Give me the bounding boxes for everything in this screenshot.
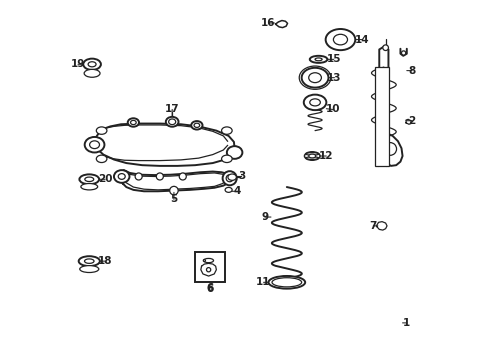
Ellipse shape [84, 137, 104, 153]
Circle shape [401, 51, 405, 55]
Bar [195, 252, 224, 282]
Ellipse shape [221, 155, 232, 162]
Circle shape [225, 175, 233, 182]
Ellipse shape [79, 174, 99, 184]
Ellipse shape [96, 127, 107, 134]
Circle shape [179, 173, 186, 180]
Circle shape [222, 171, 236, 185]
Ellipse shape [89, 141, 99, 149]
Text: 5: 5 [170, 194, 177, 204]
Ellipse shape [84, 69, 100, 77]
Text: 2: 2 [407, 116, 415, 126]
Ellipse shape [168, 119, 175, 125]
Text: 14: 14 [354, 35, 368, 45]
Circle shape [203, 260, 205, 262]
Text: 11: 11 [256, 277, 270, 287]
Text: 10: 10 [325, 104, 339, 114]
Text: 20: 20 [98, 174, 112, 184]
Text: 18: 18 [98, 256, 112, 266]
Ellipse shape [224, 188, 232, 192]
Ellipse shape [325, 29, 355, 50]
Polygon shape [94, 123, 234, 166]
Ellipse shape [191, 121, 202, 130]
Ellipse shape [84, 259, 94, 264]
Ellipse shape [226, 146, 242, 159]
Ellipse shape [308, 154, 315, 158]
Circle shape [383, 143, 396, 155]
Polygon shape [377, 134, 402, 166]
Text: 12: 12 [319, 151, 333, 161]
Ellipse shape [118, 174, 125, 179]
Text: 1: 1 [402, 318, 409, 328]
Ellipse shape [301, 68, 328, 87]
Ellipse shape [165, 117, 178, 127]
Ellipse shape [84, 177, 94, 181]
Ellipse shape [79, 256, 100, 266]
Text: 4: 4 [233, 186, 241, 196]
Text: 3: 3 [238, 171, 245, 181]
Text: 6: 6 [206, 283, 213, 293]
Circle shape [169, 186, 178, 195]
Ellipse shape [194, 123, 199, 127]
Text: 9: 9 [261, 212, 268, 222]
Polygon shape [120, 170, 230, 191]
Ellipse shape [130, 120, 136, 125]
Ellipse shape [309, 56, 327, 63]
Ellipse shape [227, 174, 236, 180]
Text: 6: 6 [206, 284, 213, 294]
Ellipse shape [333, 34, 347, 45]
Ellipse shape [303, 95, 325, 110]
Ellipse shape [268, 276, 305, 289]
Ellipse shape [308, 73, 321, 83]
Circle shape [135, 173, 142, 180]
Polygon shape [376, 222, 386, 230]
Ellipse shape [309, 99, 320, 106]
Ellipse shape [304, 152, 319, 160]
Text: 15: 15 [326, 54, 340, 64]
Text: 19: 19 [71, 59, 85, 69]
Ellipse shape [81, 184, 98, 190]
Ellipse shape [83, 59, 101, 70]
Text: 13: 13 [326, 73, 341, 83]
Polygon shape [405, 119, 410, 124]
Text: 17: 17 [164, 104, 179, 114]
Bar [374, 67, 388, 166]
Ellipse shape [271, 278, 301, 287]
Ellipse shape [127, 118, 139, 127]
Circle shape [382, 45, 387, 50]
Ellipse shape [80, 266, 99, 273]
Text: 7: 7 [369, 221, 376, 231]
Text: 16: 16 [261, 18, 275, 28]
Circle shape [156, 173, 163, 180]
Ellipse shape [221, 127, 232, 134]
Ellipse shape [96, 155, 107, 162]
Text: 8: 8 [407, 66, 415, 76]
Ellipse shape [88, 62, 96, 67]
Ellipse shape [314, 58, 322, 61]
Ellipse shape [114, 170, 129, 183]
